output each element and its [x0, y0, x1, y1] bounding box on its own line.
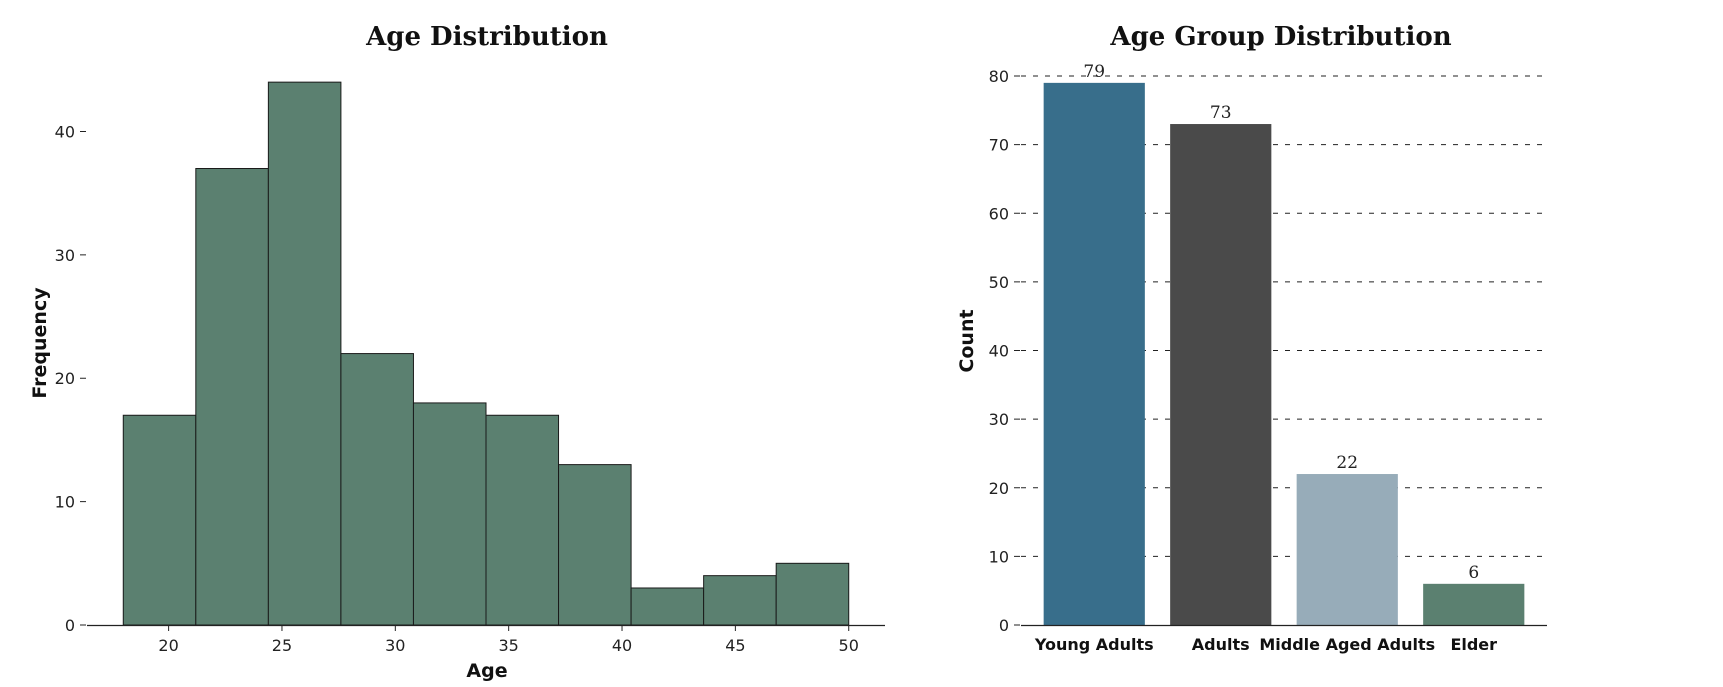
histogram-bars: [122, 81, 850, 626]
data-label: 22: [1336, 453, 1358, 473]
x-tick-label: 40: [612, 636, 632, 655]
y-axis-label: Count: [956, 309, 978, 372]
y-tick-label: 20: [55, 369, 75, 388]
histogram-bar-4: [340, 353, 414, 626]
y-tick-label: 20: [989, 479, 1009, 498]
bar-young-adults: [1043, 82, 1145, 626]
y-tick-label: 0: [65, 616, 75, 635]
y-tick-label: 40: [989, 342, 1009, 361]
histogram-axes: 20 25 30 35 40 45 50 0 10 20 30 40: [55, 122, 885, 655]
chart-title: Age Distribution: [365, 22, 608, 52]
x-tick-label: Young Adults: [1034, 635, 1154, 654]
histogram-bar-10: [775, 562, 850, 626]
y-tick-label: 30: [55, 246, 75, 265]
data-label: 79: [1083, 62, 1105, 82]
chart-title: Age Group Distribution: [1109, 22, 1451, 52]
y-tick-label: 80: [989, 67, 1009, 86]
y-tick-label: 30: [989, 410, 1009, 429]
histogram-bar-7: [558, 464, 632, 626]
x-tick-label: Elder: [1450, 635, 1497, 654]
y-axis-label: Frequency: [29, 287, 51, 399]
histogram-bar-2: [195, 168, 269, 626]
x-axis-label: Age: [466, 660, 507, 682]
x-tick-label: 30: [385, 636, 405, 655]
data-label: 6: [1468, 563, 1479, 583]
y-tick-label: 0: [999, 616, 1009, 635]
y-tick-label: 10: [55, 493, 75, 512]
x-tick-label: Middle Aged Adults: [1259, 635, 1435, 654]
category-bars: 79 73 22 6: [1043, 62, 1525, 626]
y-tick-label: 70: [989, 136, 1009, 155]
x-tick-label: Adults: [1192, 635, 1250, 654]
y-tick-label: 50: [989, 273, 1009, 292]
x-tick-label: 20: [158, 636, 178, 655]
histogram-bar-1: [122, 414, 197, 626]
age-histogram: Age Distribution Age Frequency 20 25 30 35 4…: [29, 22, 885, 682]
histogram-bar-8: [630, 587, 705, 626]
data-label: 73: [1210, 103, 1232, 123]
age-group-bar-chart: Age Group Distribution Count 79 73 22 6 0 10…: [956, 22, 1547, 654]
histogram-bar-5: [412, 402, 487, 626]
x-tick-label: 45: [725, 636, 745, 655]
y-tick-label: 60: [989, 204, 1009, 223]
x-tick-label: 35: [498, 636, 518, 655]
x-tick-label: 25: [272, 636, 292, 655]
bar-axes: 0 10 20 30 40 50 60 70 80 Young Adults Adults Middl…: [989, 67, 1547, 654]
bar-elder: [1423, 583, 1525, 625]
bar-adults: [1170, 124, 1272, 625]
x-tick-label: 50: [839, 636, 859, 655]
bar-middle-aged-adults: [1296, 474, 1398, 625]
histogram-bar-3: [267, 81, 342, 626]
y-tick-label: 40: [55, 122, 75, 141]
histogram-bar-9: [703, 575, 777, 626]
histogram-bar-6: [485, 414, 560, 626]
y-tick-label: 10: [989, 547, 1009, 566]
